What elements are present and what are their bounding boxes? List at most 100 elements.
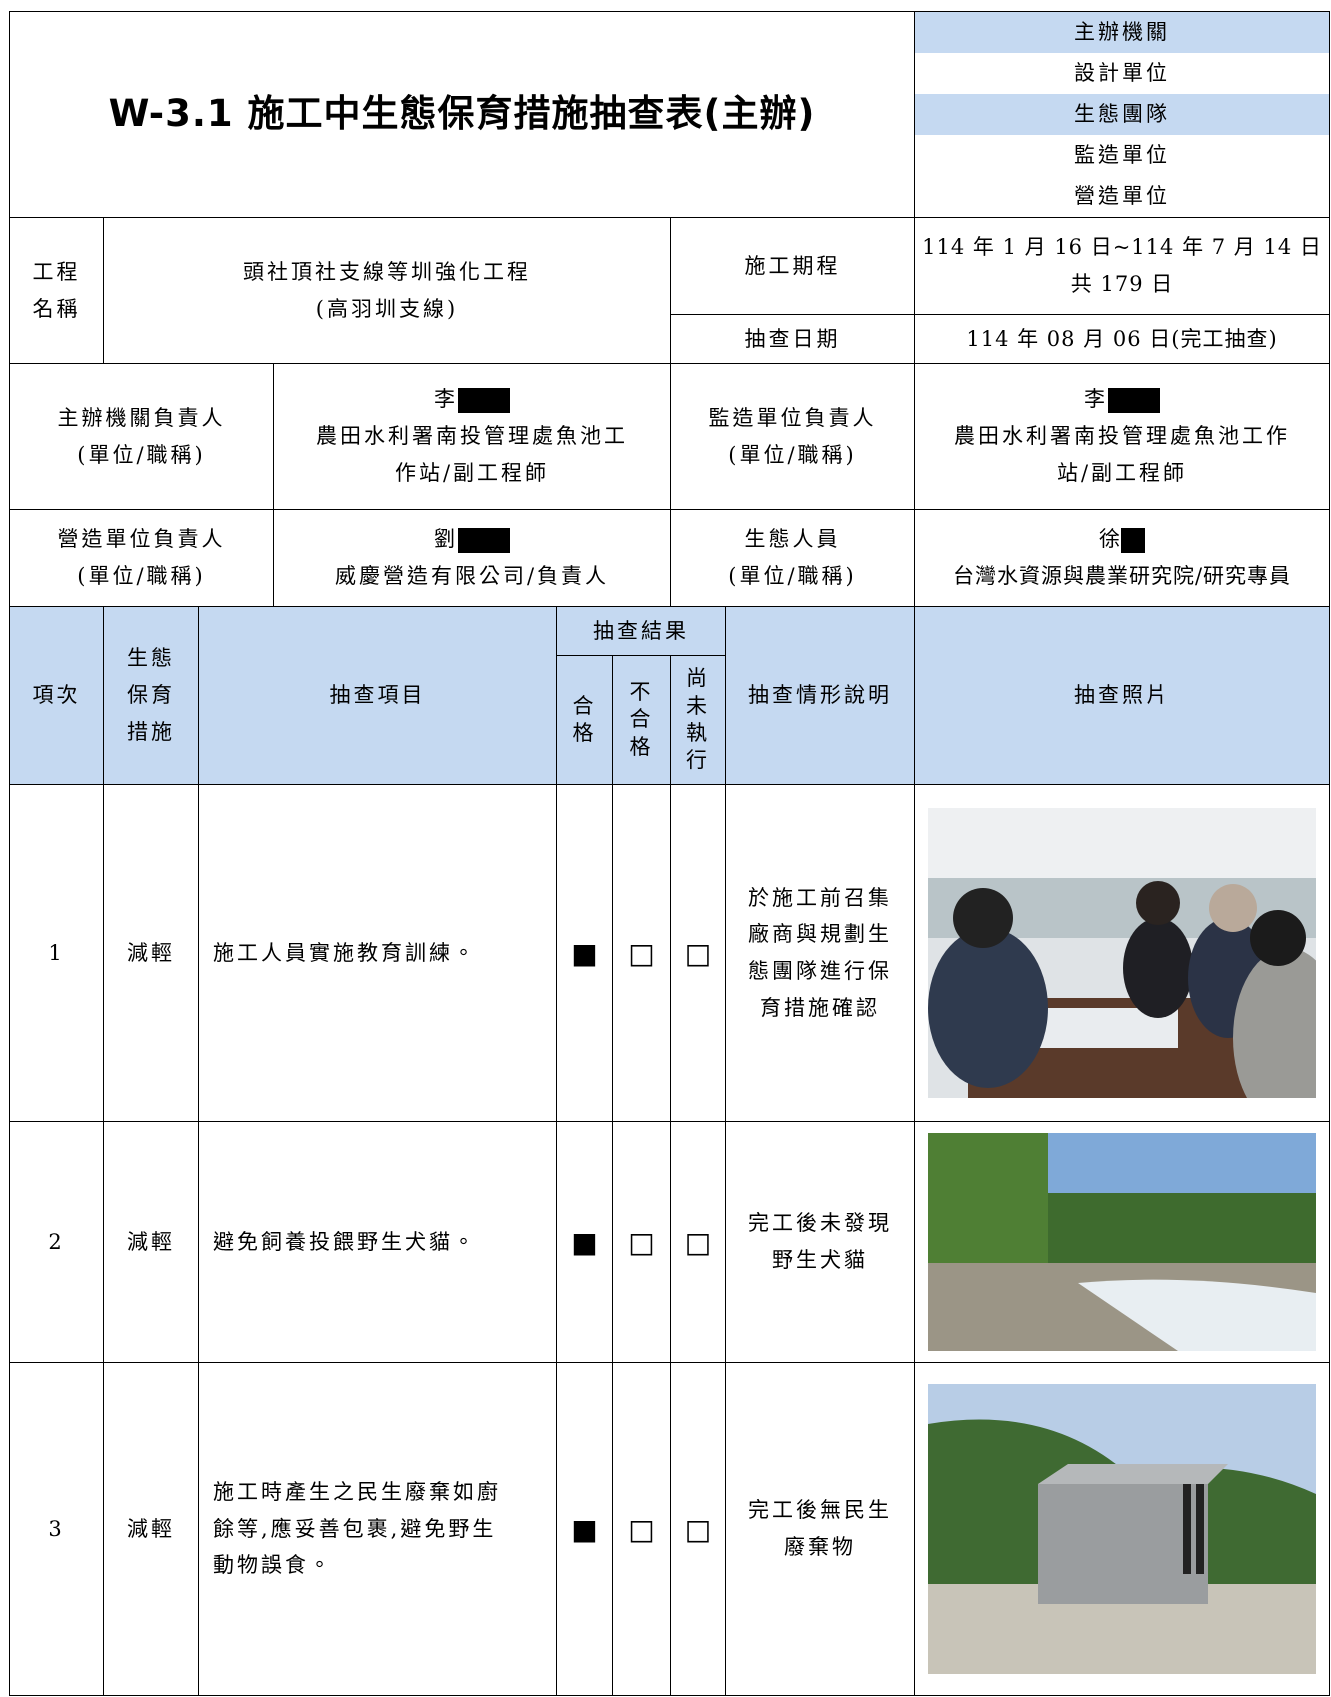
label: (單位/職稱) — [728, 442, 857, 467]
description-line: 完工後無民生 — [748, 1498, 892, 1523]
item-no: 1 — [9, 784, 104, 1122]
inspection-form: W-3.1 施工中生態保育措施抽查表(主辦) 主辦機關 設計單位 生態團隊 監造… — [8, 11, 1331, 1696]
check-item: 避免飼養投餵野生犬貓。 — [198, 1121, 557, 1363]
value: 李 — [1084, 387, 1109, 412]
header: 抽查結果 — [556, 606, 726, 656]
label: 名稱 — [32, 296, 81, 321]
not-done-box: □ — [670, 1362, 726, 1696]
label-cell: 工程 名稱 — [9, 217, 104, 364]
label: 施工期程 — [669, 217, 916, 315]
unit: 營造單位 — [1074, 184, 1171, 208]
unit: 生態團隊 — [915, 94, 1329, 135]
value-cell: 李農田水利署南投管理處魚池工作站/副工程師 — [273, 363, 671, 510]
value-cell: 劉威慶營造有限公司/負責人 — [273, 509, 671, 607]
description-line: 完工後未發現 — [748, 1211, 892, 1236]
redaction — [458, 388, 510, 414]
description-line: 野生犬貓 — [772, 1248, 868, 1272]
photo-cell — [914, 1121, 1331, 1363]
row: 2 減輕 避免飼養投餵野生犬貓。 ■ □ □ 完工後未發現 野生犬貓 — [9, 1121, 1331, 1363]
check-item-line: 施工時產生之民生廢棄如廚 — [213, 1479, 501, 1504]
description: 完工後未發現 野生犬貓 — [724, 1121, 916, 1363]
header-line: 執 — [686, 721, 710, 745]
header: 不合格 — [612, 655, 671, 785]
label: 主辦機關負責人 — [57, 405, 226, 430]
unit: 主辦機關 — [915, 12, 1329, 53]
header: 項次 — [9, 606, 104, 785]
check-item-line: 餘等,應妥善包裹,避免野生 — [213, 1516, 497, 1541]
value-cell: 頭社頂社支線等圳強化工程 (高羽圳支線) — [103, 217, 671, 364]
photo-cell — [914, 1362, 1331, 1696]
description: 完工後無民生 廢棄物 — [724, 1362, 916, 1696]
value: (高羽圳支線) — [315, 296, 459, 321]
photo — [928, 1133, 1317, 1351]
redaction — [458, 528, 510, 554]
redaction — [1121, 528, 1146, 554]
measure: 減輕 — [103, 1121, 199, 1363]
fail-box: □ — [612, 784, 671, 1122]
header-line: 保育 — [127, 683, 175, 708]
header-line: 格 — [572, 721, 597, 745]
label: (單位/職稱) — [77, 442, 206, 467]
pass-box: ■ — [556, 1121, 613, 1363]
label-cell: 主辦機關負責人 (單位/職稱) — [9, 363, 274, 510]
row: 1 減輕 施工人員實施教育訓練。 ■ □ □ 於施工前召集 廠商與規劃生 態團隊進行保 育措施確認 — [9, 784, 1331, 1122]
redaction — [1108, 388, 1161, 414]
header-line: 尚 — [686, 666, 710, 691]
value: 114 年 08 月 06 日(完工抽查) — [914, 314, 1331, 364]
value: 李 — [434, 387, 458, 412]
value-cell: 徐台灣水資源與農業研究院/研究專員 — [914, 509, 1331, 607]
value: 作站/副工程師 — [394, 460, 550, 485]
label: 生態人員 — [744, 527, 841, 552]
label-cell: 生態人員 (單位/職稱) — [669, 509, 916, 607]
measure: 減輕 — [103, 784, 199, 1122]
header: 抽查照片 — [914, 606, 1331, 785]
label: (單位/職稱) — [728, 564, 857, 588]
fail-box: □ — [612, 1362, 671, 1696]
photo — [928, 808, 1317, 1098]
check-item-line: 施工人員實施教育訓練。 — [213, 940, 477, 965]
unit: 設計單位 — [1074, 61, 1171, 85]
value: 頭社頂社支線等圳強化工程 — [243, 259, 531, 284]
value: 徐 — [1099, 527, 1122, 552]
value: 農田水利署南投管理處魚池工作 — [954, 424, 1291, 449]
pass-box: ■ — [556, 784, 613, 1122]
value-cell: 114 年 1 月 16 日~114 年 7 月 14 日共 179 日 — [914, 217, 1331, 315]
fail-box: □ — [612, 1121, 671, 1363]
header-line: 措施 — [127, 719, 175, 744]
not-done-box: □ — [670, 1121, 726, 1363]
label: 監造單位負責人 — [708, 405, 877, 430]
label: 工程 — [32, 259, 81, 284]
header-line: 合 — [629, 707, 654, 732]
header: 生態 保育 措施 — [103, 606, 199, 785]
check-item: 施工人員實施教育訓練。 — [198, 784, 557, 1122]
measure: 減輕 — [103, 1362, 199, 1696]
value: 威慶營造有限公司/負責人 — [334, 564, 610, 588]
value: 台灣水資源與農業研究院/研究專員 — [952, 564, 1292, 588]
header-line: 不 — [629, 680, 654, 705]
description: 於施工前召集 廠商與規劃生 態團隊進行保 育措施確認 — [724, 784, 916, 1122]
row: 3 減輕 施工時產生之民生廢棄如廚 餘等,應妥善包裹,避免野生 動物誤食。 ■ □ □ 完工後無… — [9, 1362, 1331, 1696]
rows: 1 減輕 施工人員實施教育訓練。 ■ □ □ 於施工前召集 廠商與規劃生 態團隊進行保 育措施確認… — [9, 784, 1331, 1696]
header-line: 合 — [572, 693, 597, 718]
description-line: 態團隊進行保 — [748, 959, 892, 983]
check-item-line: 避免飼養投餵野生犬貓。 — [213, 1229, 477, 1254]
header: 尚未執行 — [670, 655, 726, 785]
label-cell: 監造單位負責人 (單位/職稱) — [669, 363, 916, 510]
pass-box: ■ — [556, 1362, 613, 1696]
value-cell: 李農田水利署南投管理處魚池工作站/副工程師 — [914, 363, 1331, 510]
header-line: 未 — [686, 693, 710, 718]
label-cell: 營造單位負責人 (單位/職稱) — [9, 509, 274, 607]
description-line: 育措施確認 — [760, 995, 880, 1020]
description-line: 於施工前召集 — [748, 885, 892, 910]
value: 劉 — [434, 527, 458, 552]
description-line: 廠商與規劃生 — [748, 922, 892, 947]
value: 站/副工程師 — [1056, 460, 1188, 485]
check-item: 施工時產生之民生廢棄如廚 餘等,應妥善包裹,避免野生 動物誤食。 — [198, 1362, 557, 1696]
unit: 監造單位 — [1074, 143, 1171, 167]
header-line: 行 — [686, 748, 710, 773]
item-no: 2 — [9, 1121, 104, 1363]
header: 抽查項目 — [198, 606, 557, 785]
value: 共 179 日 — [1070, 272, 1174, 296]
